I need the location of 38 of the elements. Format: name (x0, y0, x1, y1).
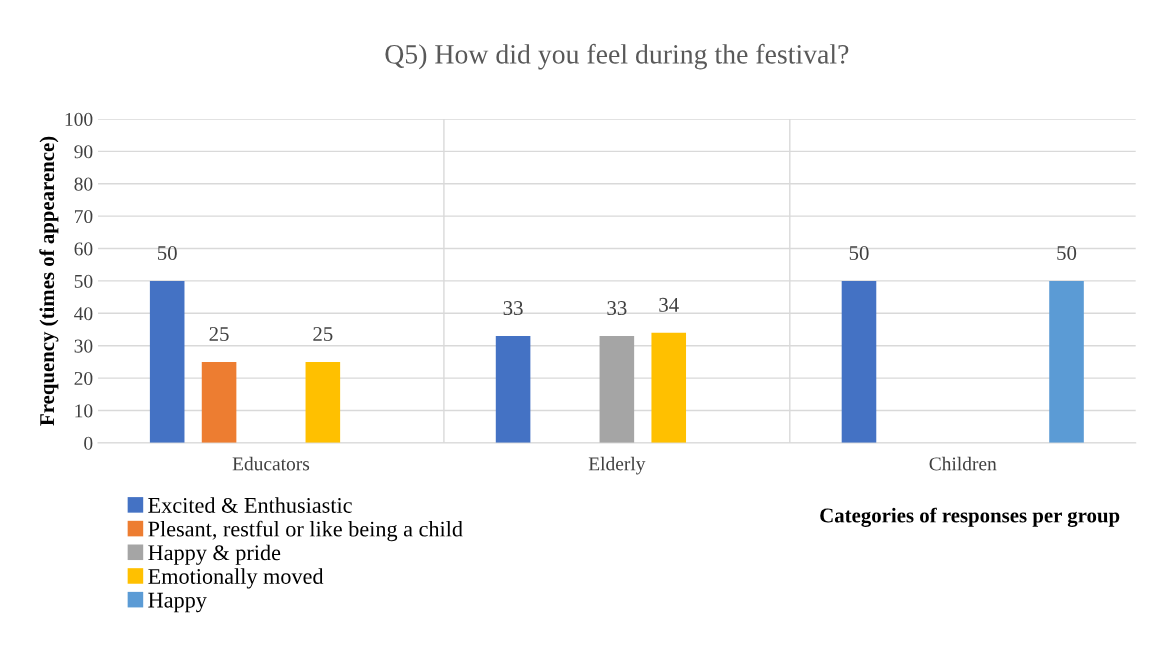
x-tick-label: Children (929, 456, 997, 471)
x-tick-label: Educators (232, 456, 310, 471)
y-tick-label: 70 (74, 209, 93, 224)
bar (651, 332, 687, 443)
y-tick-label: 100 (65, 112, 93, 126)
x-tick-label: Elderly (588, 456, 646, 475)
legend-label: Happy (148, 592, 207, 613)
y-tick-label: 80 (74, 177, 93, 191)
bar (599, 335, 635, 443)
legend-label: Excited & Enthusiastic (148, 497, 352, 513)
bar (1049, 280, 1084, 443)
data-label: 50 (1057, 245, 1077, 261)
y-tick-label: 0 (84, 436, 93, 450)
y-tick-label: 30 (74, 339, 93, 353)
bar (305, 361, 341, 443)
y-tick-label: 90 (74, 145, 93, 159)
data-label: 33 (607, 301, 627, 316)
legend-label: Emotionally moved (148, 568, 324, 589)
y-tick-label: 20 (74, 371, 93, 386)
data-label: 50 (157, 245, 177, 261)
bar (495, 335, 531, 443)
data-label: 34 (659, 297, 679, 312)
bar (201, 361, 237, 443)
data-label: 25 (209, 327, 229, 341)
y-tick-label: 10 (75, 404, 93, 418)
chart-title: Q5) How did you feel during the festival? (385, 43, 849, 70)
legend-label: Happy & pride (148, 544, 281, 565)
y-tick-label: 40 (74, 307, 93, 321)
y-tick-label: 50 (74, 274, 93, 288)
x-axis-title: Categories of responses per group (820, 507, 1120, 527)
data-label: 50 (849, 245, 869, 261)
bar (841, 280, 877, 443)
y-axis-title: Frequency (times of appearence) (39, 136, 59, 426)
data-label: 33 (503, 301, 523, 316)
legend-label: Plesant, restful or like being a child (148, 520, 463, 542)
bar (149, 280, 185, 443)
data-label: 25 (313, 327, 333, 341)
y-tick-label: 60 (74, 242, 93, 256)
